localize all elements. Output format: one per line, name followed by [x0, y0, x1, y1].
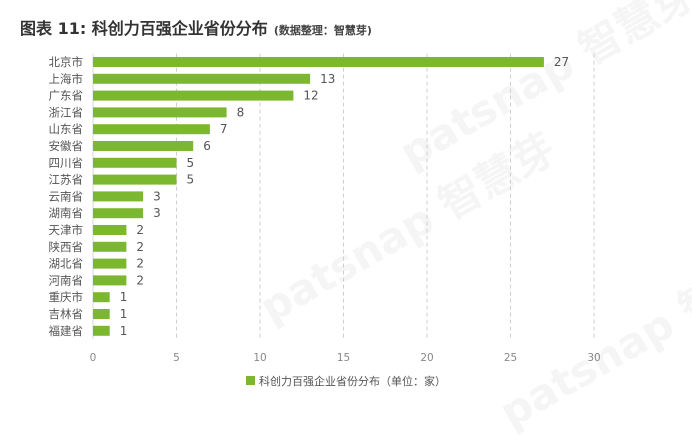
- category-label: 重庆市: [49, 290, 84, 304]
- value-label: 2: [136, 240, 144, 254]
- x-tick-label: 25: [504, 352, 517, 364]
- data-source-note: (数据整理：智慧芽): [273, 24, 372, 37]
- category-label: 天津市: [49, 223, 84, 237]
- value-label: 2: [136, 257, 144, 271]
- value-label: 1: [120, 290, 128, 304]
- category-label: 江苏省: [49, 173, 84, 187]
- category-label: 山东省: [49, 122, 84, 136]
- value-label: 3: [153, 206, 161, 220]
- bar: [93, 191, 144, 202]
- category-label: 吉林省: [49, 307, 84, 321]
- value-label: 8: [237, 105, 245, 119]
- x-tick-label: 10: [253, 352, 266, 364]
- x-axis-ticks: 0 5 10 15 20 25 30: [90, 352, 601, 364]
- bar: [93, 174, 177, 185]
- value-label: 5: [187, 173, 195, 187]
- category-label: 浙江省: [49, 105, 84, 119]
- bar: [93, 225, 127, 235]
- value-label: 13: [320, 72, 335, 86]
- category-label: 云南省: [49, 189, 84, 203]
- bar: [93, 275, 127, 286]
- bar: [93, 309, 110, 319]
- value-label: 6: [203, 139, 211, 153]
- bar: [93, 57, 544, 67]
- value-label: 5: [187, 156, 195, 170]
- legend-swatch: [246, 376, 255, 385]
- bar: [93, 258, 127, 269]
- x-tick-label: 5: [173, 352, 180, 364]
- bar: [93, 157, 177, 168]
- bars: [93, 57, 544, 336]
- value-label: 1: [120, 307, 128, 321]
- gridlines: [92, 53, 595, 340]
- category-label: 北京市: [49, 55, 84, 69]
- category-label: 湖南省: [49, 206, 84, 220]
- category-label: 四川省: [49, 156, 84, 170]
- value-label: 2: [136, 273, 144, 287]
- bar: [93, 208, 144, 219]
- value-label: 2: [136, 223, 144, 237]
- bar: [93, 141, 194, 151]
- x-tick-label: 30: [587, 352, 600, 364]
- value-label: 7: [220, 122, 228, 136]
- bar: [93, 124, 210, 135]
- legend-label: 科创力百强企业省份分布（单位：家）: [259, 374, 446, 388]
- category-label: 湖北省: [49, 257, 84, 271]
- bar-chart: 北京市上海市广东省浙江省山东省安徽省四川省江苏省云南省湖南省天津市陕西省湖北省河…: [49, 53, 601, 388]
- category-label: 广东省: [49, 89, 84, 103]
- bar: [93, 73, 311, 84]
- bar: [93, 90, 294, 101]
- category-label: 陕西省: [49, 240, 84, 254]
- x-tick-label: 20: [420, 352, 433, 364]
- category-label: 安徽省: [49, 139, 84, 153]
- x-tick-label: 0: [90, 352, 97, 364]
- category-label: 福建省: [49, 324, 84, 338]
- bar: [93, 107, 227, 118]
- x-tick-label: 15: [337, 352, 350, 364]
- chart-title: 图表 11: 科创力百强企业省份分布: [20, 19, 268, 38]
- value-label: 1: [120, 324, 128, 338]
- bar: [93, 241, 127, 252]
- value-label: 12: [303, 89, 318, 103]
- category-label: 上海市: [49, 72, 84, 86]
- category-label: 河南省: [49, 273, 84, 287]
- chart-header: 图表 11: 科创力百强企业省份分布 (数据整理：智慧芽): [20, 15, 372, 39]
- bar: [93, 292, 110, 303]
- value-label: 27: [554, 55, 569, 69]
- category-labels: 北京市上海市广东省浙江省山东省安徽省四川省江苏省云南省湖南省天津市陕西省湖北省河…: [49, 55, 84, 338]
- bar: [93, 325, 110, 336]
- value-label: 3: [153, 189, 161, 203]
- legend: 科创力百强企业省份分布（单位：家）: [246, 374, 446, 388]
